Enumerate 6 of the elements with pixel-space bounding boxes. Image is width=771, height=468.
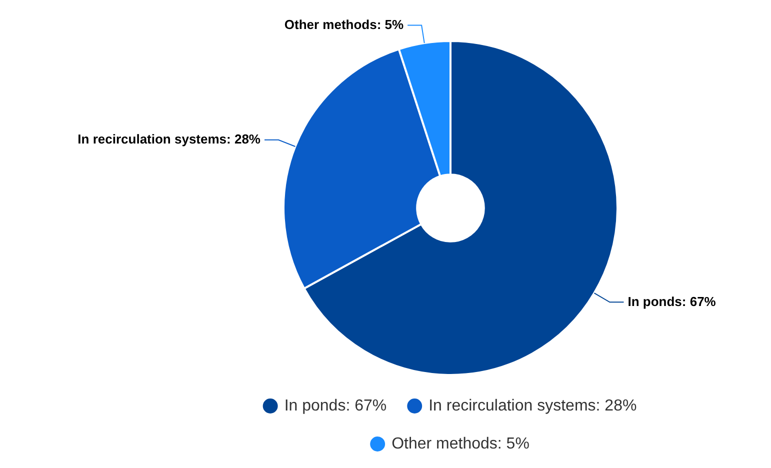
slice-label: Other methods: 5% xyxy=(284,16,404,32)
slice-label: In recirculation systems: 28% xyxy=(78,131,261,146)
legend-label: In ponds: 67% xyxy=(284,397,387,414)
slice-label: In ponds: 67% xyxy=(628,294,716,309)
legend-label: In recirculation systems: 28% xyxy=(428,397,637,414)
legend-label: Other methods: 5% xyxy=(392,435,530,452)
